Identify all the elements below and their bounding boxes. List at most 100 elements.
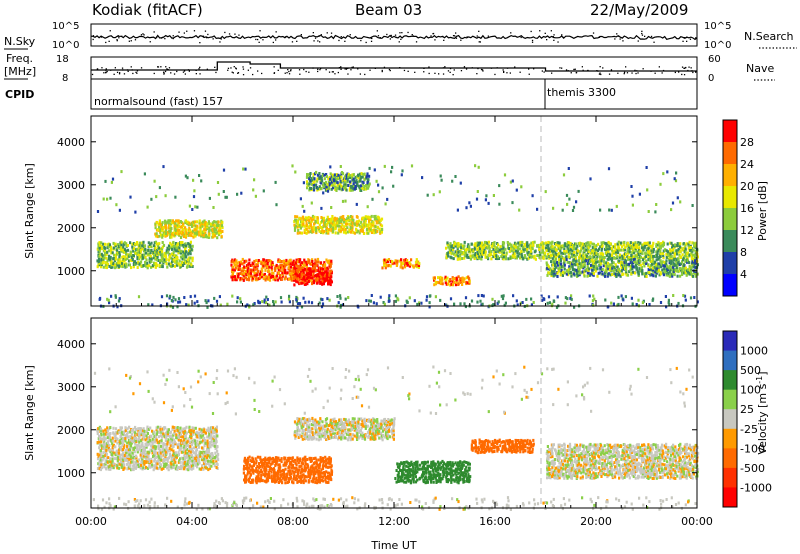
heatmap-cell xyxy=(338,221,341,225)
heatmap-cell xyxy=(353,187,356,191)
heatmap-cell xyxy=(544,251,547,255)
heatmap-cell xyxy=(125,451,128,455)
heatmap-cell xyxy=(336,186,339,190)
heatmap-cell xyxy=(599,255,602,259)
heatmap-cell xyxy=(106,250,109,254)
heatmap-cell xyxy=(288,272,291,276)
heatmap-cell xyxy=(176,453,179,457)
heatmap-cell xyxy=(637,241,640,245)
heatmap-cell xyxy=(132,454,135,458)
heatmap-cell xyxy=(179,225,182,229)
heatmap-cell xyxy=(327,280,330,284)
heatmap-cell xyxy=(647,263,650,267)
power-heatmap xyxy=(96,164,699,309)
heatmap-cell xyxy=(122,454,125,457)
heatmap-cell xyxy=(310,262,313,266)
heatmap-cell xyxy=(161,256,164,260)
heatmap-cell xyxy=(140,448,143,452)
heatmap-cell xyxy=(408,296,411,300)
heatmap-cell xyxy=(378,227,381,231)
heatmap-cell xyxy=(103,248,107,252)
heatmap-cell xyxy=(571,266,574,270)
heatmap-cell xyxy=(183,262,186,265)
heatmap-cell xyxy=(476,255,480,259)
heatmap-cell xyxy=(552,259,555,263)
heatmap-cell xyxy=(164,232,168,235)
heatmap-cell xyxy=(634,241,637,245)
heatmap-cell xyxy=(585,254,589,258)
heatmap-cell xyxy=(679,250,682,254)
heatmap-cell xyxy=(102,242,105,246)
heatmap-cell xyxy=(583,274,586,278)
heatmap-cell xyxy=(134,446,137,450)
heatmap-cell xyxy=(404,258,407,262)
heatmap-cell xyxy=(161,228,164,232)
heatmap-cell xyxy=(381,228,384,231)
noise-search-point xyxy=(193,30,196,32)
heatmap-cell xyxy=(595,256,599,260)
heatmap-cell xyxy=(121,265,124,269)
heatmap-cell xyxy=(112,443,115,447)
heatmap-cell xyxy=(319,267,323,271)
heatmap-cell xyxy=(109,426,112,429)
heatmap-cell xyxy=(142,466,145,470)
noise-search-point xyxy=(653,41,655,43)
heatmap-cell xyxy=(175,436,178,440)
heatmap-cell xyxy=(595,251,598,255)
heatmap-cell xyxy=(567,255,570,259)
heatmap-cell xyxy=(345,176,348,180)
heatmap-cell xyxy=(237,274,240,278)
heatmap-cell xyxy=(175,464,178,468)
heatmap-cell xyxy=(675,171,678,175)
heatmap-cell xyxy=(135,444,138,447)
heatmap-cell xyxy=(540,245,544,249)
heatmap-cell xyxy=(610,246,613,250)
heatmap-cell xyxy=(569,271,572,274)
heatmap-cell xyxy=(166,449,169,453)
heatmap-cell xyxy=(257,261,260,264)
heatmap-cell xyxy=(146,452,149,456)
heatmap-cell xyxy=(545,243,548,247)
heatmap-cell xyxy=(104,432,107,436)
heatmap-cell xyxy=(339,296,342,300)
heatmap-cell xyxy=(541,298,544,302)
heatmap-cell xyxy=(249,264,252,267)
heatmap-cell xyxy=(567,167,570,170)
heatmap-cell xyxy=(296,215,299,219)
heatmap-cell xyxy=(492,247,495,251)
heatmap-cell xyxy=(189,249,192,253)
heatmap-cell xyxy=(165,262,168,266)
heatmap-cell xyxy=(671,244,675,248)
heatmap-cell xyxy=(309,216,312,220)
nave-point xyxy=(442,67,445,69)
heatmap-cell xyxy=(138,447,141,451)
heatmap-cell xyxy=(618,255,621,259)
heatmap-cell xyxy=(169,430,172,434)
heatmap-cell xyxy=(185,228,188,232)
heatmap-cell xyxy=(158,234,161,238)
heatmap-cell xyxy=(607,272,611,276)
heatmap-cell xyxy=(303,231,306,234)
heatmap-cell xyxy=(200,179,203,183)
heatmap-cell xyxy=(273,267,276,271)
heatmap-cell xyxy=(285,258,288,262)
heatmap-cell xyxy=(523,243,526,247)
heatmap-cell xyxy=(182,254,186,258)
heatmap-cell xyxy=(180,249,183,253)
heatmap-cell xyxy=(306,173,309,176)
nave-point xyxy=(642,68,644,70)
heatmap-cell xyxy=(379,231,382,235)
heatmap-cell xyxy=(176,443,179,447)
heatmap-cell xyxy=(287,297,291,301)
heatmap-cell xyxy=(216,222,219,226)
heatmap-cell xyxy=(311,280,314,284)
heatmap-cell xyxy=(624,248,627,252)
heatmap-cell xyxy=(687,246,690,250)
heatmap-cell xyxy=(614,265,618,268)
heatmap-cell xyxy=(649,249,652,253)
heatmap-cell xyxy=(183,245,186,249)
heatmap-cell xyxy=(438,281,441,285)
heatmap-cell xyxy=(177,219,180,223)
heatmap-cell xyxy=(98,261,101,265)
nave-point xyxy=(237,72,239,74)
